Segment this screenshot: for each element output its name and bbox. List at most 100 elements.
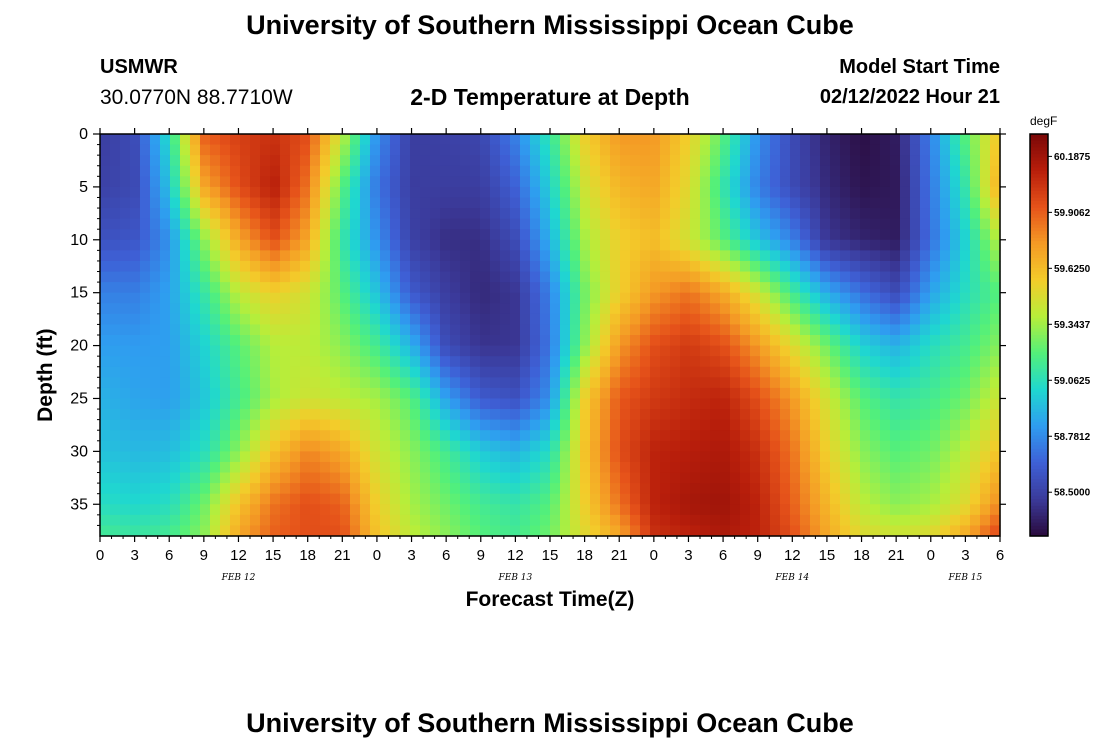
heatmap-cell bbox=[100, 208, 111, 220]
heatmap-cell bbox=[150, 144, 161, 156]
heatmap-cell bbox=[860, 461, 871, 474]
heatmap-cell bbox=[510, 398, 521, 410]
heatmap-cell bbox=[250, 461, 261, 474]
heatmap-cell bbox=[780, 356, 791, 368]
heatmap-cell bbox=[240, 493, 251, 505]
heatmap-cell bbox=[860, 430, 871, 442]
heatmap-cell bbox=[160, 356, 171, 368]
heatmap-cell bbox=[420, 303, 431, 315]
heatmap-cell bbox=[340, 155, 351, 167]
heatmap-cell bbox=[890, 504, 901, 516]
heatmap-cell bbox=[340, 250, 351, 262]
colorbar-band bbox=[1030, 515, 1048, 520]
heatmap-cell bbox=[120, 313, 131, 326]
heatmap-cell bbox=[860, 483, 871, 495]
heatmap-cell bbox=[180, 504, 191, 516]
heatmap-cell bbox=[210, 514, 221, 527]
heatmap-cell bbox=[710, 366, 721, 378]
heatmap-cell bbox=[300, 250, 311, 262]
heatmap-cell bbox=[710, 303, 721, 315]
heatmap-cell bbox=[520, 186, 531, 199]
heatmap-cell bbox=[840, 324, 851, 336]
heatmap-cell bbox=[220, 282, 231, 294]
heatmap-cell bbox=[190, 387, 201, 400]
heatmap-cell bbox=[680, 303, 691, 315]
heatmap-cell bbox=[360, 313, 371, 326]
heatmap-cell bbox=[650, 260, 661, 273]
colorbar-tick-label: 59.6250 bbox=[1054, 264, 1091, 275]
heatmap-cell bbox=[590, 472, 601, 484]
heatmap-cell bbox=[470, 282, 481, 294]
heatmap-cell bbox=[630, 472, 641, 484]
heatmap-cell bbox=[190, 303, 201, 315]
heatmap-cell bbox=[810, 356, 821, 368]
heatmap-cell bbox=[980, 292, 991, 304]
heatmap-cell bbox=[250, 186, 261, 199]
colorbar-band bbox=[1030, 324, 1048, 329]
heatmap-cell bbox=[860, 134, 871, 146]
heatmap-cell bbox=[830, 313, 841, 326]
heatmap-cell bbox=[800, 250, 811, 262]
heatmap-cell bbox=[840, 514, 851, 527]
heatmap-cell bbox=[460, 430, 471, 442]
heatmap-cell bbox=[540, 377, 551, 389]
date-label: FEB 12 bbox=[221, 573, 256, 583]
heatmap-cell bbox=[290, 366, 301, 378]
heatmap-cell bbox=[280, 197, 291, 209]
heatmap-cell bbox=[830, 186, 841, 199]
heatmap-cell bbox=[150, 165, 161, 177]
heatmap-cell bbox=[280, 144, 291, 156]
heatmap-cell bbox=[240, 186, 251, 199]
heatmap-cell bbox=[290, 165, 301, 177]
heatmap-cell bbox=[270, 451, 281, 463]
heatmap-cell bbox=[190, 165, 201, 177]
heatmap-cell bbox=[590, 250, 601, 262]
heatmap-cell bbox=[160, 144, 171, 156]
heatmap-cell bbox=[970, 440, 981, 452]
heatmap-cell bbox=[870, 292, 881, 304]
heatmap-cell bbox=[200, 525, 211, 537]
heatmap-cell bbox=[180, 186, 191, 199]
colorbar-band bbox=[1030, 341, 1048, 346]
heatmap-cell bbox=[300, 493, 311, 505]
heatmap-cell bbox=[310, 409, 321, 421]
heatmap-cell bbox=[400, 525, 411, 537]
heatmap-cell bbox=[150, 313, 161, 326]
heatmap-cell bbox=[420, 324, 431, 336]
heatmap-cell bbox=[650, 377, 661, 389]
heatmap-cell bbox=[340, 398, 351, 410]
heatmap-cell bbox=[860, 366, 871, 378]
heatmap-cell bbox=[260, 366, 271, 378]
heatmap-cell bbox=[300, 282, 311, 294]
heatmap-cell bbox=[120, 387, 131, 400]
heatmap-cell bbox=[460, 377, 471, 389]
heatmap-cell bbox=[890, 239, 901, 251]
heatmap-cell bbox=[400, 451, 411, 463]
colorbar-band bbox=[1030, 197, 1048, 202]
heatmap-cell bbox=[740, 409, 751, 421]
heatmap-cell bbox=[380, 514, 391, 527]
heatmap-cell bbox=[310, 430, 321, 442]
heatmap-cell bbox=[130, 335, 141, 347]
heatmap-cell bbox=[900, 165, 911, 177]
heatmap-cell bbox=[930, 409, 941, 421]
heatmap-cell bbox=[780, 335, 791, 347]
heatmap-cell bbox=[470, 377, 481, 389]
heatmap-cell bbox=[360, 218, 371, 230]
heatmap-cell bbox=[130, 514, 141, 527]
heatmap-cell bbox=[890, 250, 901, 262]
heatmap-cell bbox=[950, 208, 961, 220]
heatmap-cell bbox=[670, 419, 681, 431]
heatmap-cell bbox=[590, 239, 601, 251]
heatmap-cell bbox=[540, 239, 551, 251]
heatmap-cell bbox=[110, 134, 121, 146]
heatmap-cell bbox=[630, 525, 641, 537]
heatmap-cell bbox=[140, 377, 151, 389]
heatmap-cell bbox=[390, 313, 401, 326]
heatmap-cell bbox=[330, 165, 341, 177]
heatmap-cell bbox=[980, 366, 991, 378]
heatmap-cell bbox=[210, 303, 221, 315]
heatmap-cell bbox=[470, 303, 481, 315]
colorbar-band bbox=[1030, 381, 1048, 386]
heatmap-cell bbox=[900, 377, 911, 389]
